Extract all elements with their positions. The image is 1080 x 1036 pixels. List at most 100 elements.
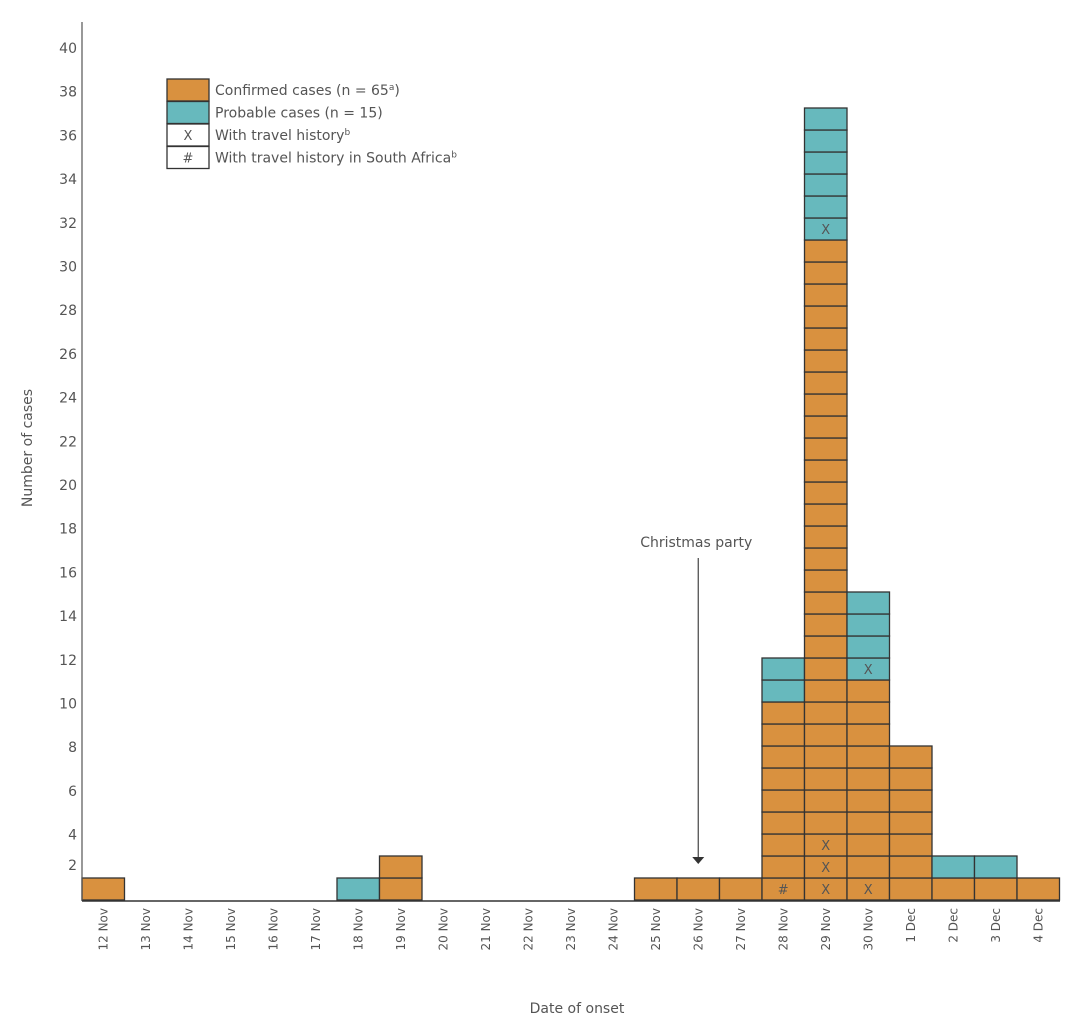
legend-symbol: X <box>184 129 193 144</box>
x-tick-label: 26 Nov <box>691 908 705 951</box>
confirmed-case-cell <box>846 833 891 857</box>
legend-swatch <box>166 145 210 170</box>
x-tick-label: 23 Nov <box>564 908 578 951</box>
confirmed-case-cell <box>761 789 806 813</box>
confirmed-case-cell <box>888 811 933 835</box>
confirmed-case-cell <box>676 877 721 901</box>
confirmed-case-cell <box>803 789 848 813</box>
legend-label: With travel history in South Africab <box>215 151 457 167</box>
legend-label: With travel historyb <box>215 128 350 144</box>
y-tick-label: 24 <box>59 391 77 407</box>
probable-case-cell <box>761 657 806 681</box>
confirmed-case-cell <box>1016 877 1061 901</box>
confirmed-case-cell <box>973 877 1018 901</box>
confirmed-case-cell <box>803 723 848 747</box>
travel-history-mark: X <box>864 663 873 678</box>
confirmed-case-cell <box>803 547 848 571</box>
legend-label: Confirmed cases (n = 65a) <box>215 83 400 99</box>
confirmed-case-cell <box>803 437 848 461</box>
confirmed-case-cell <box>803 239 848 263</box>
y-tick-label: 32 <box>59 216 77 232</box>
confirmed-case-cell <box>803 767 848 791</box>
confirmed-case-cell <box>888 833 933 857</box>
x-tick-label: 13 Nov <box>139 908 153 951</box>
confirmed-case-cell <box>803 569 848 593</box>
confirmed-case-cell <box>888 745 933 769</box>
confirmed-case-cell <box>888 855 933 879</box>
x-tick-label: 12 Nov <box>96 908 110 951</box>
confirmed-case-cell <box>761 723 806 747</box>
x-tick-label: 20 Nov <box>436 908 450 951</box>
x-tick-label: 15 Nov <box>224 908 238 951</box>
y-tick-label: 14 <box>59 609 77 625</box>
confirmed-case-cell <box>81 877 126 901</box>
confirmed-case-cell <box>803 481 848 505</box>
probable-case-cell <box>973 855 1018 879</box>
x-tick-label: 27 Nov <box>734 908 748 951</box>
probable-case-cell <box>846 635 891 659</box>
annotation-arrowhead-icon <box>692 857 705 864</box>
x-tick-label: 28 Nov <box>776 908 790 951</box>
confirmed-case-cell <box>803 657 848 681</box>
x-axis: 12 Nov 13 Nov 14 Nov 15 Nov 16 Nov 17 Nov 18 N… <box>96 908 1045 951</box>
x-tick-label: 18 Nov <box>351 908 365 951</box>
confirmed-case-cell <box>846 855 891 879</box>
confirmed-case-cell <box>803 679 848 703</box>
confirmed-case-cell <box>803 635 848 659</box>
probable-case-cell <box>761 679 806 703</box>
confirmed-case-cell <box>803 613 848 637</box>
confirmed-case-cell <box>846 789 891 813</box>
confirmed-case-cell <box>803 591 848 615</box>
confirmed-case-cell <box>846 811 891 835</box>
confirmed-case-cell <box>761 745 806 769</box>
probable-case-cell <box>803 129 848 153</box>
y-tick-label: 38 <box>59 85 77 101</box>
x-tick-label: 22 Nov <box>521 908 535 951</box>
x-tick-label: 16 Nov <box>266 908 280 951</box>
legend-label: Probable cases (n = 15) <box>215 106 383 122</box>
confirmed-case-cell <box>803 393 848 417</box>
confirmed-case-cell <box>803 701 848 725</box>
confirmed-case-cell <box>761 833 806 857</box>
y-tick-label: 6 <box>68 784 77 800</box>
confirmed-case-cell <box>803 415 848 439</box>
confirmed-case-cell <box>846 701 891 725</box>
annotation-label: Christmas party <box>640 535 752 551</box>
confirmed-case-cell <box>803 283 848 307</box>
probable-case-cell <box>803 107 848 131</box>
x-tick-label: 21 Nov <box>479 908 493 951</box>
south-africa-travel-mark: # <box>778 883 789 898</box>
x-tick-label: 4 Dec <box>1031 908 1045 943</box>
confirmed-case-cell <box>803 525 848 549</box>
probable-case-cell <box>803 151 848 175</box>
confirmed-case-cell <box>803 811 848 835</box>
confirmed-case-cell <box>761 855 806 879</box>
y-tick-label: 40 <box>59 41 77 57</box>
y-tick-label: 30 <box>59 260 77 276</box>
x-tick-label: 3 Dec <box>989 908 1003 943</box>
confirmed-case-cell <box>803 503 848 527</box>
confirmed-case-cell <box>803 261 848 285</box>
x-tick-label: 17 Nov <box>309 908 323 951</box>
annotation-layer: Christmas party <box>640 535 752 864</box>
x-tick-label: 24 Nov <box>606 908 620 951</box>
y-tick-label: 4 <box>68 828 77 844</box>
travel-history-mark: X <box>821 883 830 898</box>
confirmed-case-cell <box>378 855 423 879</box>
confirmed-case-cell <box>888 789 933 813</box>
legend-symbol: # <box>183 152 194 167</box>
travel-history-mark: X <box>864 883 873 898</box>
confirmed-case-cell <box>888 767 933 791</box>
probable-case-cell <box>846 591 891 615</box>
y-tick-label: 36 <box>59 128 77 144</box>
x-tick-label: 2 Dec <box>946 908 960 943</box>
confirmed-case-cell <box>761 701 806 725</box>
confirmed-case-cell <box>803 371 848 395</box>
x-tick-label: 19 Nov <box>394 908 408 951</box>
confirmed-case-cell <box>803 305 848 329</box>
confirmed-case-cell <box>803 349 848 373</box>
x-tick-label: 29 Nov <box>819 908 833 951</box>
y-tick-label: 18 <box>59 522 77 538</box>
